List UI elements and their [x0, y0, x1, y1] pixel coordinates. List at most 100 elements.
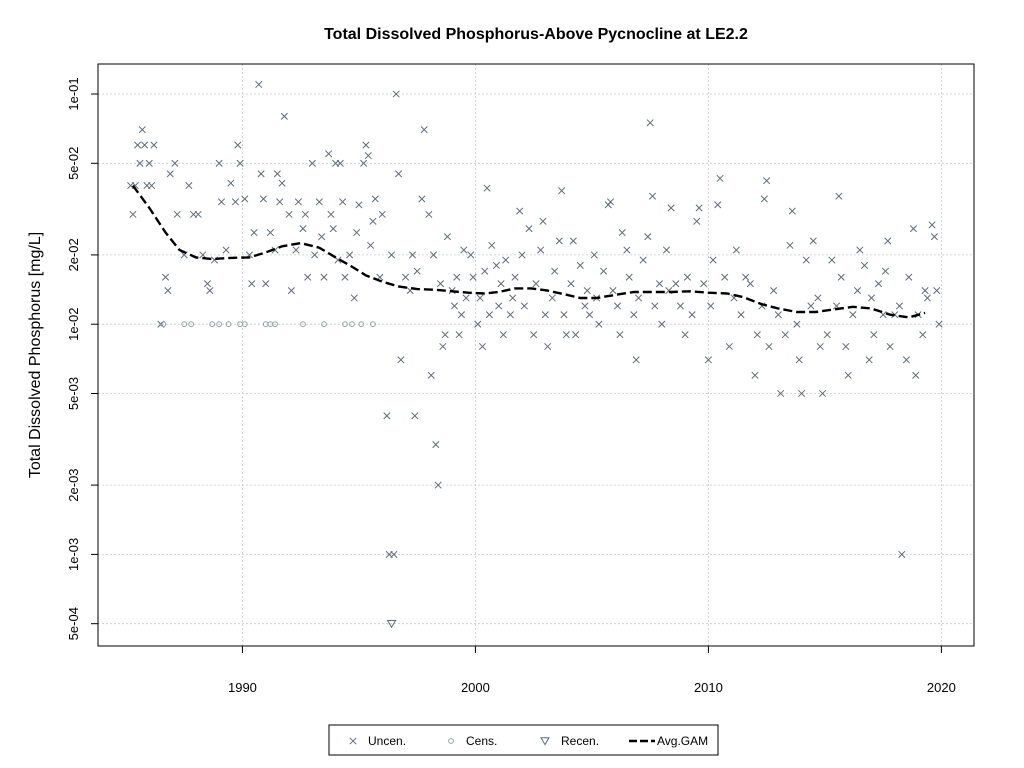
uncensored-point [655, 280, 664, 288]
uncensored-point [746, 280, 754, 288]
uncensored-point [329, 225, 337, 233]
uncensored-point [425, 210, 433, 218]
uncensored-point [795, 356, 803, 364]
uncensored-point [217, 198, 226, 206]
uncensored-point [257, 170, 265, 178]
uncensored-point [418, 195, 426, 203]
uncensored-point [853, 287, 862, 295]
uncensored-point [898, 550, 906, 558]
uncensored-point [576, 261, 584, 269]
uncensored-point [439, 342, 447, 351]
uncensored-point [145, 159, 153, 167]
uncensored-point [919, 331, 927, 339]
uncensored-point [355, 201, 363, 209]
uncensored-point [483, 184, 491, 192]
uncensored-point [816, 342, 824, 351]
y-tick-label: 1e-01 [66, 77, 81, 110]
uncensored-point [394, 170, 403, 178]
legend-label: Uncen. [368, 734, 406, 748]
uncensored-point [930, 233, 938, 241]
axes: 1e-01 5e-02 2e-02 1e-02 5e-03 2e-03 1e-03 5e-04… [66, 77, 956, 695]
uncensored-point [469, 273, 477, 281]
uncensored-point [236, 159, 244, 167]
legend: Uncen. Cens. Recen. Avg.GAM [328, 724, 719, 756]
uncensored-point [350, 294, 358, 302]
uncensored-point [902, 356, 910, 364]
uncensored-point [397, 356, 405, 364]
uncensored-point [828, 256, 836, 264]
uncensored-point [590, 251, 598, 259]
uncensored-point [707, 302, 715, 310]
uncensored-point [476, 294, 484, 302]
uncensored-point [905, 273, 913, 281]
uncensored-point [462, 294, 470, 302]
uncensored-point [231, 198, 240, 206]
y-tick-label: 2e-03 [66, 468, 81, 501]
uncensored-point [304, 273, 312, 281]
legend-label: Avg.GAM [657, 734, 708, 748]
chart-title: Total Dissolved Phosphorus-Above Pycnocl… [324, 26, 748, 43]
scatter-points [127, 80, 943, 629]
uncensored-point [935, 320, 943, 328]
uncensored-point [632, 356, 640, 364]
uncensored-point [874, 280, 883, 288]
uncensored-point [166, 170, 174, 178]
uncensored-point [502, 256, 510, 264]
uncensored-point [560, 311, 568, 319]
uncensored-point [434, 481, 442, 489]
uncensored-point [360, 159, 368, 167]
uncensored-point [625, 273, 633, 281]
uncensored-point [488, 241, 496, 249]
uncensored-point [842, 342, 850, 351]
y-tick-label: 1e-03 [66, 538, 81, 571]
uncensored-point [222, 246, 230, 254]
uncensored-point [807, 302, 815, 310]
uncensored-point [586, 311, 594, 319]
uncensored-point [856, 246, 864, 254]
uncensored-point [562, 331, 570, 339]
uncensored-point [141, 141, 149, 149]
uncensored-point [138, 126, 146, 134]
uncensored-point [457, 311, 466, 319]
uncensored-point [609, 287, 617, 295]
uncensored-point [276, 198, 284, 206]
uncensored-point [809, 237, 817, 245]
gam-line-layer [131, 184, 926, 319]
uncensored-point [844, 371, 852, 379]
uncensored-point [516, 207, 524, 215]
censored-point [272, 321, 278, 328]
uncensored-point [285, 210, 293, 218]
uncensored-point [495, 302, 503, 310]
y-axis-label: Total Dissolved Phosphorus [mg/L] [27, 232, 44, 478]
uncensored-point [453, 273, 461, 281]
uncensored-point [532, 280, 540, 288]
uncensored-point [315, 198, 323, 206]
y-tick-label: 2e-02 [66, 238, 81, 271]
uncensored-point [742, 273, 750, 281]
uncensored-point [481, 267, 489, 275]
uncensored-point [206, 287, 214, 295]
uncensored-point [390, 550, 398, 558]
censored-point [216, 321, 223, 328]
uncensored-point [525, 225, 533, 233]
uncensored-point [770, 287, 778, 295]
x-tick-label: 2020 [927, 680, 956, 695]
legend-symbol-recen [540, 737, 550, 746]
censored-point [181, 321, 188, 328]
uncensored-point [318, 233, 326, 241]
uncensored-point [606, 198, 615, 206]
uncensored-point [346, 251, 354, 259]
uncensored-point [891, 311, 899, 319]
legend-label: Cens. [466, 734, 497, 748]
uncensored-point [474, 320, 482, 328]
legend-symbol-uncen [349, 737, 357, 745]
uncensored-point [881, 267, 890, 275]
uncensored-point [506, 311, 514, 319]
uncensored-point [378, 210, 386, 218]
uncensored-point [150, 141, 158, 149]
recensored-point [386, 619, 397, 629]
uncensored-point [884, 237, 892, 245]
uncensored-point [760, 195, 768, 203]
uncensored-point [646, 119, 654, 127]
censored-point [300, 321, 306, 328]
